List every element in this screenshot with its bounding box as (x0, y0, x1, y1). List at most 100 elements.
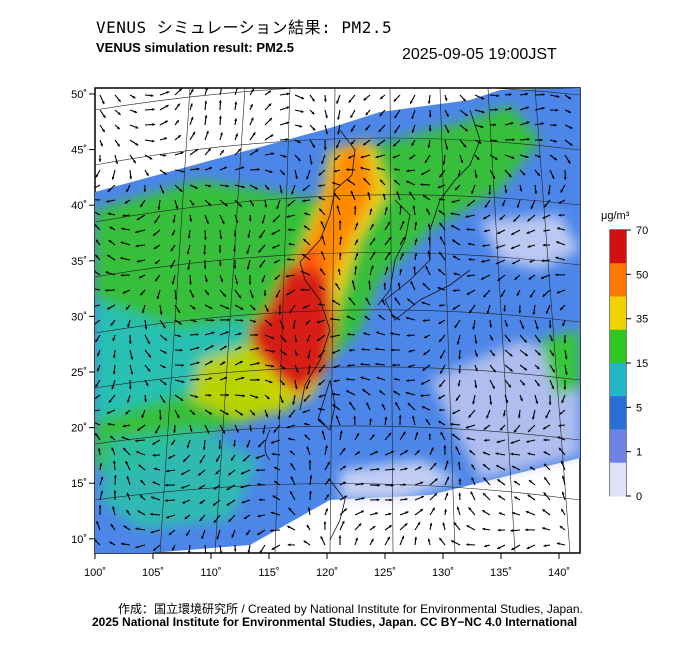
wind-arrow-head (563, 340, 567, 344)
wind-arrow-head (567, 160, 571, 164)
colorbar: 70 50 35 15 5 1 0 (609, 225, 648, 503)
wind-arrow-head (350, 190, 354, 194)
wind-arrow-head (152, 123, 155, 127)
wind-arrow-head (121, 436, 125, 440)
wind-arrow-head (222, 361, 226, 365)
wind-arrow-head (484, 438, 487, 442)
lat-label: 10˚ (71, 534, 87, 546)
wind-arrow-head (426, 208, 429, 212)
wind-arrow-head (152, 453, 156, 457)
wind-arrow-head (192, 131, 196, 135)
wind-arrow-head (541, 106, 545, 110)
wind-arrow-head (248, 282, 252, 285)
wind-arrow-head (126, 189, 129, 193)
wind-arrow-head (481, 276, 485, 280)
wind-arrow-head (389, 498, 393, 502)
wind-arrow-head (235, 281, 239, 285)
wind-arrow-head (412, 205, 416, 209)
wind-arrow-head (151, 108, 155, 111)
wind-arrow-head (290, 476, 294, 480)
wind-arrow-head (270, 134, 274, 138)
wind-arrow-head (438, 396, 442, 399)
wind-arrow-head (122, 214, 126, 218)
wind-arrow-head (223, 293, 226, 297)
wind-arrow-head (303, 225, 307, 229)
wind-arrow-head (494, 157, 498, 160)
wind-arrow-head (525, 528, 528, 532)
wind-arrow-head (466, 228, 469, 231)
wind-arrow-head (379, 113, 383, 117)
longitude-axis: 100˚ 105˚ 110˚ 115˚ 120˚ 125˚ 130˚ 135˚ 140˚ (84, 553, 570, 579)
wind-arrow-head (372, 238, 376, 242)
wind-arrow-head (179, 348, 183, 352)
wind-arrow-head (394, 115, 398, 119)
wind-arrow-head (458, 356, 461, 360)
wind-arrow-head (525, 510, 529, 514)
wind-arrow-head (177, 103, 180, 107)
wind-arrow-head (395, 402, 398, 406)
wind-arrow-head (409, 156, 413, 160)
wind-arrow-head (393, 168, 397, 171)
wind-arrow-head (569, 142, 573, 146)
wind-arrow-head (216, 536, 220, 540)
wind-arrow-head (492, 385, 495, 389)
wind-arrow-head (162, 365, 166, 368)
wind-arrow-head (385, 266, 389, 270)
wind-arrow-head (115, 161, 119, 165)
wind-arrow-head (319, 286, 323, 290)
wind-arrow-head (286, 292, 290, 296)
wind-arrow-head (474, 340, 478, 344)
wind-arrow-head (561, 508, 564, 512)
wind-arrow-head (164, 137, 168, 141)
wind-arrow-head (428, 236, 431, 240)
wind-arrow-head (95, 384, 99, 388)
wind-arrow-head (140, 480, 144, 483)
wind-arrow-head (483, 216, 487, 220)
wind-arrow-head (408, 364, 412, 368)
wind-arrow-head (508, 107, 512, 111)
wind-arrow-head (466, 274, 470, 278)
wind-arrow-head (347, 332, 350, 336)
wind-arrow-head (137, 428, 141, 431)
wind-arrow-head (268, 90, 272, 94)
wind-arrow-head (488, 192, 492, 195)
wind-arrow-head (135, 230, 139, 234)
wind-arrow-head (467, 242, 471, 246)
wind-arrow-head (258, 444, 262, 448)
wind-arrow-head (270, 440, 274, 444)
colorbar-segment (610, 230, 626, 264)
wind-arrow-head (159, 312, 163, 315)
wind-arrow-head (453, 272, 457, 276)
wind-arrow-head (306, 176, 309, 180)
wind-arrow-head (404, 467, 408, 471)
wind-arrow-head (378, 129, 382, 132)
wind-arrow-head (301, 96, 305, 100)
wind-arrow-head (520, 398, 523, 402)
colorbar-segment (610, 329, 626, 364)
wind-arrow-head (351, 128, 354, 132)
wind-arrow-head (274, 481, 278, 484)
wind-arrow-head (355, 537, 358, 541)
wind-arrow-head (507, 338, 511, 342)
wind-arrow-head (241, 166, 245, 170)
wind-arrow-head (360, 166, 364, 170)
wind-arrow-head (266, 186, 269, 190)
wind-arrow-head (191, 202, 194, 206)
wind-arrow-head (445, 460, 449, 464)
wind-arrow-head (367, 191, 371, 195)
wind-arrow-head (286, 121, 290, 125)
wind-arrow (95, 409, 101, 412)
wind-arrow-head (107, 306, 111, 310)
wind-arrow-head (178, 321, 182, 325)
wind-arrow-head (231, 457, 234, 461)
wind-arrow-head (391, 483, 394, 487)
wind-arrow-head (150, 530, 154, 534)
wind-arrow-head (497, 231, 501, 234)
wind-arrow-head (330, 317, 333, 321)
wind-arrow-head (364, 316, 368, 319)
wind-arrow-head (137, 510, 141, 514)
lon-label: 135˚ (490, 567, 512, 579)
wind-arrow-head (421, 381, 425, 385)
wind-arrow-head (300, 288, 304, 292)
wind-arrow-head (166, 91, 170, 94)
